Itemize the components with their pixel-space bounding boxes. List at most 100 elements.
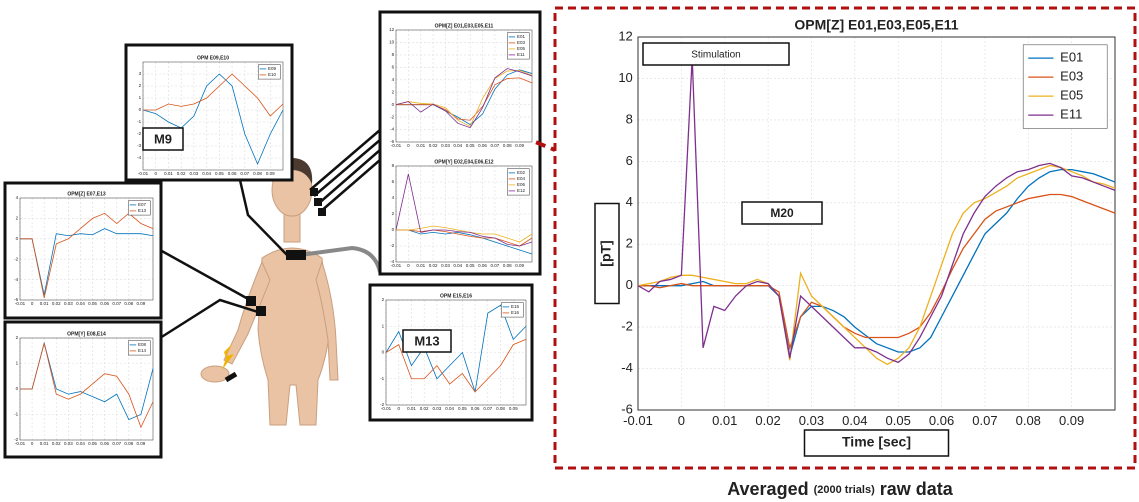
x-tick-label: 0.05 [466, 143, 475, 148]
x-tick-label: 0.01 [40, 441, 49, 446]
legend-label: E10 [268, 72, 277, 77]
x-tick-label: 0.09 [1059, 413, 1084, 428]
y-tick-label: -4 [621, 360, 633, 375]
x-tick-label: 0.04 [76, 441, 85, 446]
chart-title: OPM E15,E16 [440, 293, 472, 299]
y-tick-label: 4 [626, 194, 633, 209]
x-tick-label: 0.02 [52, 301, 61, 306]
page: -6-4-2024681012-0.0100.010.020.030.040.0… [0, 0, 1139, 502]
x-tick-label: 0.07 [112, 441, 121, 446]
x-tick-label: 0.05 [466, 263, 475, 268]
y-tick-label: -4 [390, 127, 394, 132]
x-tick-label: 0.04 [842, 413, 867, 428]
x-tick-label: -0.01 [623, 413, 653, 428]
x-tick-label: 0.01 [416, 263, 425, 268]
x-tick-label: 0.05 [458, 406, 467, 411]
x-tick-label: 0.03 [64, 441, 73, 446]
legend-label: E01 [1060, 50, 1083, 65]
annotation: Stimulation [691, 50, 740, 61]
x-tick-label: 0.04 [453, 143, 462, 148]
x-tick-label: 0.02 [429, 263, 438, 268]
x-tick-label: -0.01 [15, 441, 26, 446]
x-tick-label: 0.06 [471, 406, 480, 411]
y-tick-label: -2 [390, 114, 394, 119]
chart-title: OPM[Z] E01,E03,E05,E11 [435, 23, 494, 29]
x-tick-label: 0.06 [478, 263, 487, 268]
x-tick-label: 0.07 [483, 406, 492, 411]
legend-label: E07 [138, 202, 147, 207]
x-tick-label: 0.08 [124, 441, 133, 446]
x-tick-label: 0.08 [124, 301, 133, 306]
x-tick-label: 0.03 [441, 263, 450, 268]
x-tick-label: 0.09 [509, 406, 518, 411]
y-tick-label: -2 [621, 319, 633, 334]
y-tick-label: 12 [389, 27, 395, 32]
x-tick-label: 0.01 [712, 413, 737, 428]
x-tick-label: 0.05 [88, 441, 97, 446]
caption-part: Averaged [727, 479, 808, 499]
x-tick-label: 0.04 [453, 263, 462, 268]
legend-label: E05 [1060, 88, 1083, 103]
x-tick-label: -0.01 [138, 171, 149, 176]
x-tick-label: 0.01 [164, 171, 173, 176]
x-tick-label: -0.01 [391, 143, 402, 148]
legend-label: E09 [268, 66, 277, 71]
legend-label: E05 [517, 46, 526, 51]
y-tick-label: 0 [626, 277, 633, 292]
x-axis-label: Time [sec] [842, 434, 911, 450]
chart-title: OPM[Z] E07,E13 [67, 191, 106, 197]
legend-label: E11 [1060, 107, 1082, 122]
x-tick-label: 0.05 [886, 413, 911, 428]
y-tick-label: 8 [626, 111, 633, 126]
x-tick-label: 0.04 [445, 406, 454, 411]
x-tick-label: 0.03 [799, 413, 824, 428]
x-tick-label: 0.02 [755, 413, 780, 428]
x-tick-label: 0.04 [76, 301, 85, 306]
legend-label: E02 [517, 170, 526, 175]
y-tick-label: -2 [390, 243, 394, 248]
x-tick-label: -0.01 [15, 301, 26, 306]
caption-part: (2000 trials) [814, 484, 875, 496]
x-tick-label: 0.01 [416, 143, 425, 148]
x-tick-label: 0.02 [177, 171, 186, 176]
x-tick-label: 0.01 [407, 406, 416, 411]
y-tick-label: -1 [380, 376, 384, 381]
annotation: M13 [414, 333, 439, 348]
caption-part: raw data [880, 479, 954, 499]
y-tick-label: -2 [137, 131, 141, 136]
x-tick-label: 0.09 [137, 301, 146, 306]
x-tick-label: 0.07 [491, 263, 500, 268]
annotation: M9 [154, 131, 172, 146]
y-tick-label: 10 [618, 70, 632, 85]
x-tick-label: 0.07 [972, 413, 997, 428]
y-axis-label: [pT] [598, 240, 614, 266]
y-tick-label: 2 [626, 236, 633, 251]
x-tick-label: 0.07 [112, 301, 121, 306]
y-tick-label: -3 [137, 143, 141, 148]
x-tick-label: 0.05 [215, 171, 224, 176]
chart-title: OPM[Y] E08,E14 [67, 331, 106, 337]
x-tick-label: 0.02 [420, 406, 429, 411]
x-tick-label: 0.05 [88, 301, 97, 306]
y-tick-label: 6 [626, 153, 633, 168]
y-tick-label: -2 [14, 256, 18, 261]
x-tick-label: 0.06 [100, 301, 109, 306]
x-tick-label: 0 [678, 413, 685, 428]
legend-label: E16 [511, 310, 520, 315]
x-tick-label: 0.06 [478, 143, 487, 148]
legend-label: E13 [138, 208, 147, 213]
chart-title: OPM E09,E10 [197, 55, 229, 61]
legend-label: E12 [517, 188, 526, 193]
annotation: M20 [770, 206, 794, 220]
x-tick-label: -0.01 [381, 406, 392, 411]
legend-label: E15 [511, 304, 520, 309]
x-tick-label: 0.06 [929, 413, 954, 428]
x-tick-label: 0.01 [40, 301, 49, 306]
x-tick-label: 0.08 [496, 406, 505, 411]
x-tick-label: 0.04 [202, 171, 211, 176]
legend-label: E03 [517, 40, 526, 45]
legend-label: E11 [517, 52, 525, 57]
y-tick-label: -1 [14, 412, 18, 417]
x-tick-label: -0.01 [391, 263, 402, 268]
x-tick-label: 0.09 [515, 143, 524, 148]
